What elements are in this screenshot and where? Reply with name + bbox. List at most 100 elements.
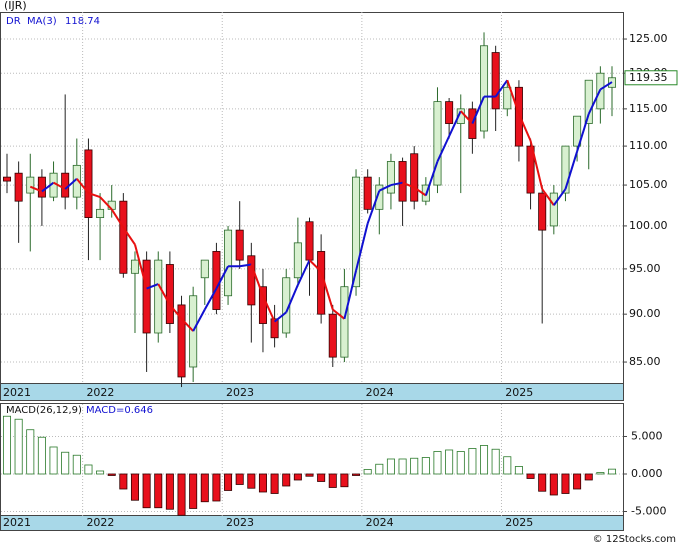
ma-line — [553, 188, 567, 206]
ma-line — [448, 110, 462, 137]
macd-bar — [386, 458, 395, 475]
ma-line — [215, 265, 229, 289]
x-tick-label: 2021 — [3, 386, 31, 399]
candle-body — [224, 229, 233, 297]
candle-body — [258, 286, 267, 324]
candle-body — [154, 259, 163, 334]
ma-line — [471, 96, 485, 124]
y-tick-label: 115.00 — [629, 102, 668, 115]
macd-bar — [26, 429, 35, 475]
macd-bar — [363, 469, 372, 475]
macd-legend: MACD=0.646 — [86, 405, 153, 416]
last-price-label: 119.35 — [629, 71, 668, 84]
macd-bar — [14, 418, 23, 475]
macd-bar — [258, 473, 267, 493]
chart-title: (IJR) — [4, 0, 27, 12]
ma-line — [296, 259, 311, 286]
ma-line — [192, 309, 206, 332]
y-tick-label: 95.00 — [629, 262, 661, 275]
candle-body — [130, 259, 139, 274]
candle-body — [410, 153, 419, 202]
y-tick-label: -5.000 — [631, 504, 666, 517]
candle-body — [177, 304, 186, 378]
ma-line — [587, 89, 602, 115]
y-tick-label: 90.00 — [629, 307, 661, 320]
macd-bar — [224, 473, 233, 491]
macd-bar — [538, 473, 547, 492]
macd-bar — [189, 473, 198, 509]
macd-bar — [177, 473, 186, 516]
macd-bar — [107, 473, 116, 476]
ma-line — [366, 190, 381, 224]
ma-line — [343, 270, 358, 320]
macd-bar — [433, 451, 442, 475]
ma-line — [390, 181, 403, 187]
price-frame — [0, 12, 624, 401]
macd-bar — [491, 448, 500, 475]
ma-line — [436, 135, 451, 162]
macd-frame — [0, 403, 624, 531]
ma-line — [564, 151, 579, 190]
x-tick-label: 2021 — [3, 516, 31, 529]
ma-line — [332, 308, 346, 320]
date-strip — [0, 515, 624, 531]
macd-bar — [37, 436, 46, 475]
x-tick-label: 2022 — [86, 516, 114, 529]
macd-bar — [270, 473, 279, 494]
candle-body — [235, 229, 244, 261]
macd-bar — [584, 473, 593, 481]
footer: © 12Stocks.com — [593, 534, 676, 545]
macd-bar — [445, 449, 454, 475]
macd-bar — [328, 473, 337, 488]
candle-body — [480, 45, 489, 132]
ma-line — [494, 79, 509, 98]
candle-body — [445, 101, 454, 124]
ma-line — [99, 196, 113, 211]
candle-body — [96, 208, 105, 218]
macd-bar — [154, 473, 163, 509]
candle-body — [37, 176, 46, 198]
ma-line — [76, 178, 90, 194]
ma-line — [320, 271, 334, 310]
ma-line — [506, 79, 520, 115]
macd-bar — [526, 473, 535, 479]
legend-label: DR — [6, 16, 21, 27]
candle-body — [386, 161, 395, 194]
y-tick-label: 100.00 — [629, 219, 668, 232]
ma-line — [29, 185, 43, 193]
ma-line — [157, 283, 171, 306]
macd-title: MACD(26,12,9) — [6, 405, 82, 416]
candle-body — [142, 259, 151, 334]
macd-bar — [352, 473, 361, 476]
ma-line — [518, 113, 532, 142]
macd-bar — [165, 473, 174, 510]
candle-body — [247, 255, 256, 306]
ma-line — [402, 181, 415, 189]
y-tick-label: 105.00 — [629, 178, 668, 191]
macd-bar — [561, 473, 570, 494]
candle-body — [270, 318, 279, 339]
ma-line — [110, 208, 125, 229]
candle-body — [491, 52, 500, 110]
candle-body — [584, 79, 593, 124]
y-tick-label: 85.00 — [629, 355, 661, 368]
macd-bar — [503, 456, 512, 475]
candle-body — [165, 264, 174, 324]
macd-bar — [84, 464, 93, 475]
candle-body — [200, 259, 209, 279]
ma-line — [378, 184, 392, 192]
candle-body — [189, 295, 198, 368]
ma-line — [41, 181, 55, 193]
x-tick-label: 2023 — [226, 386, 254, 399]
macd-bar — [421, 457, 430, 475]
ma-line — [599, 81, 613, 91]
macd-bar — [468, 448, 477, 475]
candle-body — [305, 221, 314, 261]
ma-line — [146, 283, 159, 290]
macd-bar — [375, 463, 384, 475]
ma-line — [203, 288, 218, 311]
macd-bar — [130, 473, 139, 501]
candle-body — [61, 172, 70, 198]
ma-line — [122, 227, 136, 246]
